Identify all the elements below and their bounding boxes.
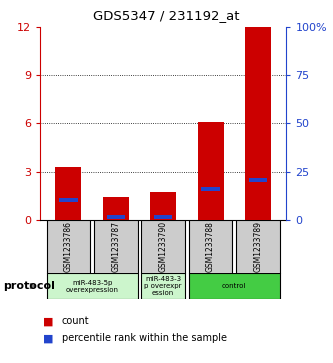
- Text: GSM1233788: GSM1233788: [206, 221, 215, 272]
- Bar: [150, 192, 176, 220]
- Text: miR-483-3
p overexpr
ession: miR-483-3 p overexpr ession: [145, 276, 182, 297]
- Text: count: count: [62, 316, 89, 326]
- Bar: [236, 220, 280, 274]
- Bar: [249, 178, 267, 182]
- Bar: [197, 122, 223, 220]
- Text: GSM1233786: GSM1233786: [64, 221, 73, 272]
- Text: GDS5347 / 231192_at: GDS5347 / 231192_at: [93, 9, 240, 22]
- Bar: [142, 273, 185, 299]
- Text: percentile rank within the sample: percentile rank within the sample: [62, 333, 226, 343]
- Text: miR-483-5p
overexpression: miR-483-5p overexpression: [66, 280, 119, 293]
- Bar: [107, 215, 125, 219]
- Bar: [154, 215, 172, 219]
- Bar: [189, 220, 232, 274]
- Text: protocol: protocol: [3, 281, 55, 291]
- Bar: [189, 273, 280, 299]
- Text: ■: ■: [43, 316, 54, 326]
- Bar: [245, 27, 271, 220]
- Bar: [142, 220, 185, 274]
- Text: ■: ■: [43, 333, 54, 343]
- Bar: [59, 198, 78, 203]
- Bar: [47, 273, 138, 299]
- Bar: [47, 220, 90, 274]
- Bar: [201, 187, 220, 191]
- Bar: [103, 197, 129, 220]
- Bar: [94, 220, 138, 274]
- Text: GSM1233787: GSM1233787: [111, 221, 120, 272]
- Text: control: control: [222, 284, 246, 289]
- Text: GSM1233789: GSM1233789: [253, 221, 262, 272]
- Text: GSM1233790: GSM1233790: [159, 221, 168, 272]
- Bar: [55, 167, 82, 220]
